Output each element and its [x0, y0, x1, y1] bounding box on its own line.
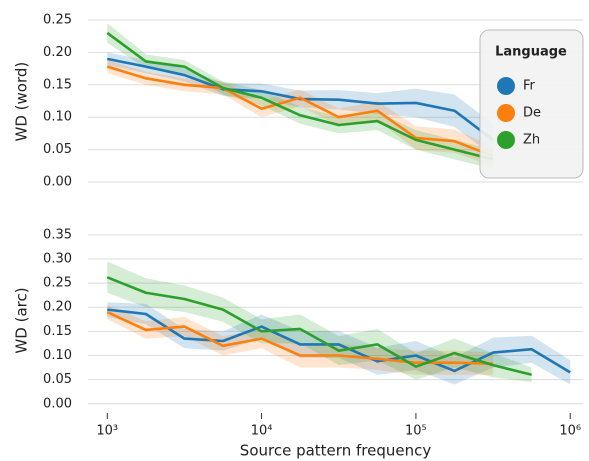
legend-label: Fr — [523, 79, 536, 94]
legend-marker — [497, 77, 515, 95]
line — [106, 276, 532, 377]
x-tick-label: 10³ — [96, 424, 118, 439]
y-tick-label: 0.00 — [43, 175, 72, 190]
legend-label: Zh — [523, 133, 540, 148]
legend-label: De — [523, 106, 541, 121]
legend-marker — [497, 131, 515, 149]
legend: Language Fr De Zh — [479, 29, 584, 179]
y-tick-label: 0.25 — [43, 276, 72, 291]
legend-title: Language — [495, 45, 567, 60]
y-tick-label: 0.00 — [43, 396, 72, 411]
y-axis-label: WD (arc) — [13, 287, 31, 353]
line — [107, 308, 571, 374]
y-tick-label: 0.10 — [43, 348, 72, 363]
y-tick-label: 0.20 — [43, 300, 72, 315]
x-tick-label: 10⁴ — [251, 424, 273, 439]
y-axis-label: WD (word) — [13, 62, 31, 142]
x-tick-label: 10⁶ — [559, 424, 581, 439]
y-tick-label: 0.10 — [43, 110, 72, 125]
confidence-band — [107, 261, 532, 383]
line — [106, 65, 494, 158]
legend-marker — [497, 104, 515, 122]
y-tick-label: 0.05 — [43, 372, 72, 387]
y-tick-label: 0.35 — [43, 227, 72, 242]
y-tick-label: 0.15 — [43, 324, 72, 339]
y-tick-label: 0.05 — [43, 142, 72, 157]
x-tick-label: 10⁵ — [405, 424, 427, 439]
line — [106, 31, 494, 161]
y-tick-label: 0.20 — [43, 45, 72, 60]
y-tick-label: 0.30 — [43, 251, 72, 266]
y-tick-label: 0.15 — [43, 77, 72, 92]
x-axis-label: Source pattern frequency — [240, 442, 432, 460]
confidence-band — [107, 23, 494, 170]
y-tick-label: 0.25 — [43, 12, 72, 27]
